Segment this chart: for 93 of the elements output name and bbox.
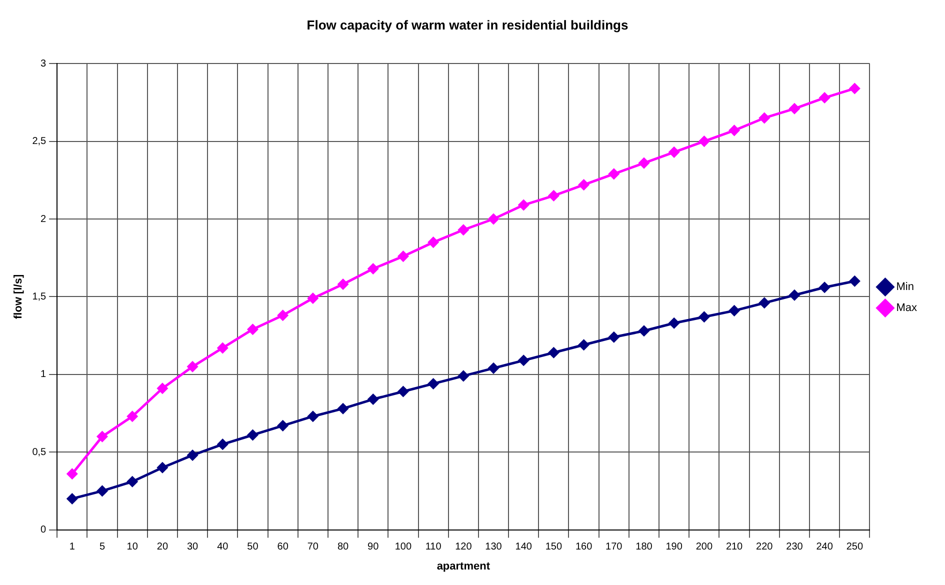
- point: [698, 136, 710, 147]
- x-tick-label: 190: [666, 542, 683, 553]
- x-tick-label: 140: [515, 542, 532, 553]
- x-tick-label: 160: [575, 542, 593, 553]
- point: [488, 214, 499, 224]
- point: [187, 361, 198, 372]
- chart-title: Flow capacity of warm water in residential buildings: [306, 17, 628, 32]
- point: [488, 362, 499, 374]
- point: [638, 326, 650, 336]
- point: [638, 158, 650, 168]
- point: [668, 318, 680, 328]
- x-tick-label: 210: [726, 542, 744, 553]
- point: [458, 370, 469, 382]
- point: [247, 324, 258, 335]
- x-axis-title: apartment: [436, 560, 490, 572]
- point: [217, 342, 228, 354]
- point: [96, 486, 108, 496]
- point: [849, 83, 860, 94]
- y-tick-label: 0,5: [32, 446, 47, 458]
- y-tick-label: 3: [40, 58, 47, 70]
- point: [518, 355, 529, 366]
- point: [578, 180, 590, 190]
- point: [96, 431, 108, 442]
- point: [759, 298, 770, 308]
- x-tick-label: 120: [455, 542, 472, 553]
- point: [428, 237, 439, 248]
- y-tick-label: 2,5: [32, 136, 47, 148]
- point: [398, 386, 408, 397]
- x-tick-label: 230: [786, 542, 804, 553]
- point: [428, 378, 439, 389]
- x-tick-label: 40: [217, 542, 229, 553]
- x-tick-label: 240: [816, 542, 834, 553]
- point: [518, 200, 529, 210]
- point: [578, 340, 590, 350]
- x-tick-label: 1: [69, 542, 76, 553]
- point: [729, 305, 740, 316]
- point: [398, 251, 408, 262]
- x-tick-label: 170: [606, 542, 623, 553]
- point: [217, 439, 228, 450]
- point: [127, 411, 138, 422]
- y-axis-title: flow [l/s]: [12, 274, 25, 320]
- x-tick-label: 70: [307, 542, 319, 553]
- point: [157, 383, 168, 394]
- point: [368, 263, 378, 274]
- point: [338, 279, 348, 290]
- point: [608, 168, 620, 180]
- x-tick-label: 250: [846, 542, 864, 553]
- point: [548, 347, 559, 358]
- x-tick-label: 220: [756, 542, 774, 553]
- point: [458, 224, 469, 236]
- x-tick-label: 30: [186, 542, 199, 553]
- point: [789, 290, 800, 300]
- legend-label: Min: [896, 281, 914, 294]
- point: [157, 462, 168, 473]
- x-tick-label: 10: [126, 542, 138, 553]
- x-tick-label: 80: [337, 542, 350, 553]
- point: [608, 332, 620, 342]
- x-tick-label: 50: [247, 542, 259, 553]
- y-tick-label: 2: [40, 214, 47, 225]
- point: [127, 476, 138, 487]
- x-tick-label: 100: [394, 542, 412, 553]
- x-tick-label: 5: [99, 542, 106, 553]
- point: [819, 92, 830, 104]
- x-tick-label: 180: [636, 542, 653, 553]
- point: [338, 403, 348, 414]
- y-tick-label: 0: [40, 524, 47, 536]
- point: [668, 146, 680, 158]
- legend-label: Max: [896, 302, 918, 314]
- x-tick-label: 150: [545, 542, 562, 553]
- point: [368, 394, 378, 405]
- x-tick-label: 200: [696, 542, 713, 553]
- x-tick-label: 110: [425, 542, 442, 553]
- point: [698, 312, 710, 322]
- point: [278, 310, 288, 321]
- y-tick-label: 1: [40, 369, 47, 380]
- point: [729, 125, 740, 136]
- point: [819, 282, 830, 293]
- point: [66, 493, 78, 504]
- x-tick-label: 60: [277, 542, 289, 553]
- y-tick-label: 1,5: [32, 291, 47, 302]
- point: [247, 430, 258, 440]
- point: [849, 276, 860, 286]
- point: [66, 468, 78, 480]
- point: [308, 293, 318, 304]
- point: [187, 450, 198, 460]
- point: [308, 411, 318, 422]
- point: [789, 103, 800, 114]
- x-tick-label: 20: [156, 542, 168, 553]
- point: [759, 112, 770, 124]
- x-tick-label: 90: [368, 542, 380, 553]
- point: [278, 420, 288, 431]
- point: [548, 190, 559, 201]
- x-tick-label: 130: [485, 542, 502, 553]
